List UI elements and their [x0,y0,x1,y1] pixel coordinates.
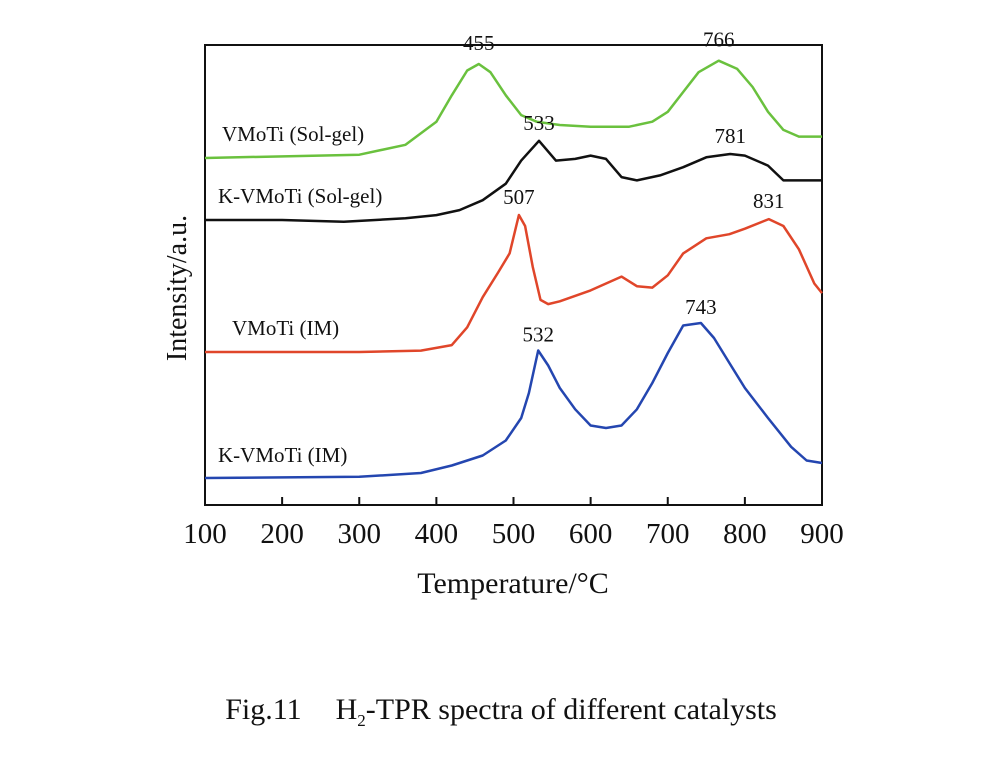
x-tick-label: 500 [492,518,536,550]
caption-subscript: 2 [357,711,366,730]
peak-label: 766 [703,28,735,52]
peak-label: 533 [523,111,555,135]
peak-label: 455 [463,31,495,55]
series-label: K-VMoTi (IM) [218,443,347,467]
y-axis-label: Intensity/a.u. [162,215,193,361]
peak-label: 831 [753,189,785,213]
x-tick-label: 800 [723,518,767,550]
chart: 455 766 533 781 507 831 532 743 VMoTi (Sol-gel)… [162,28,844,600]
series-line-1 [204,59,822,160]
caption-label: Fig.11 [225,693,302,726]
x-tick-label: 100 [183,518,227,550]
series-line-3 [205,213,823,354]
series-labels: VMoTi (Sol-gel) K-VMoTi (Sol-gel) VMoTi (I… [218,122,382,467]
series-line-2 [205,139,822,223]
series-label: VMoTi (IM) [232,316,339,340]
figure-caption: Fig.11 H2-TPR spectra of different cataly… [0,693,1002,731]
x-tick-label: 700 [646,518,690,550]
peak-labels: 455 766 533 781 507 831 532 743 [463,28,785,347]
x-axis-label: Temperature/°C [417,567,608,600]
caption-text-post: -TPR spectra of different catalysts [365,693,777,726]
x-tick-label: 900 [800,518,844,550]
x-ticks: 100 200 300 400 500 600 700 800 900 [183,497,844,550]
x-tick-label: 300 [338,518,382,550]
curves [204,59,823,480]
peak-label: 532 [522,323,554,347]
x-tick-label: 400 [415,518,459,550]
x-tick-label: 200 [260,518,304,550]
caption-text-pre: H [335,693,358,726]
peak-label: 781 [714,124,746,148]
peak-label: 743 [685,295,717,319]
series-line-4 [204,321,823,480]
plot-frame [204,44,823,506]
peak-label: 507 [503,185,535,209]
x-tick-label: 600 [569,518,613,550]
series-label: K-VMoTi (Sol-gel) [218,184,382,208]
series-label: VMoTi (Sol-gel) [222,122,364,146]
